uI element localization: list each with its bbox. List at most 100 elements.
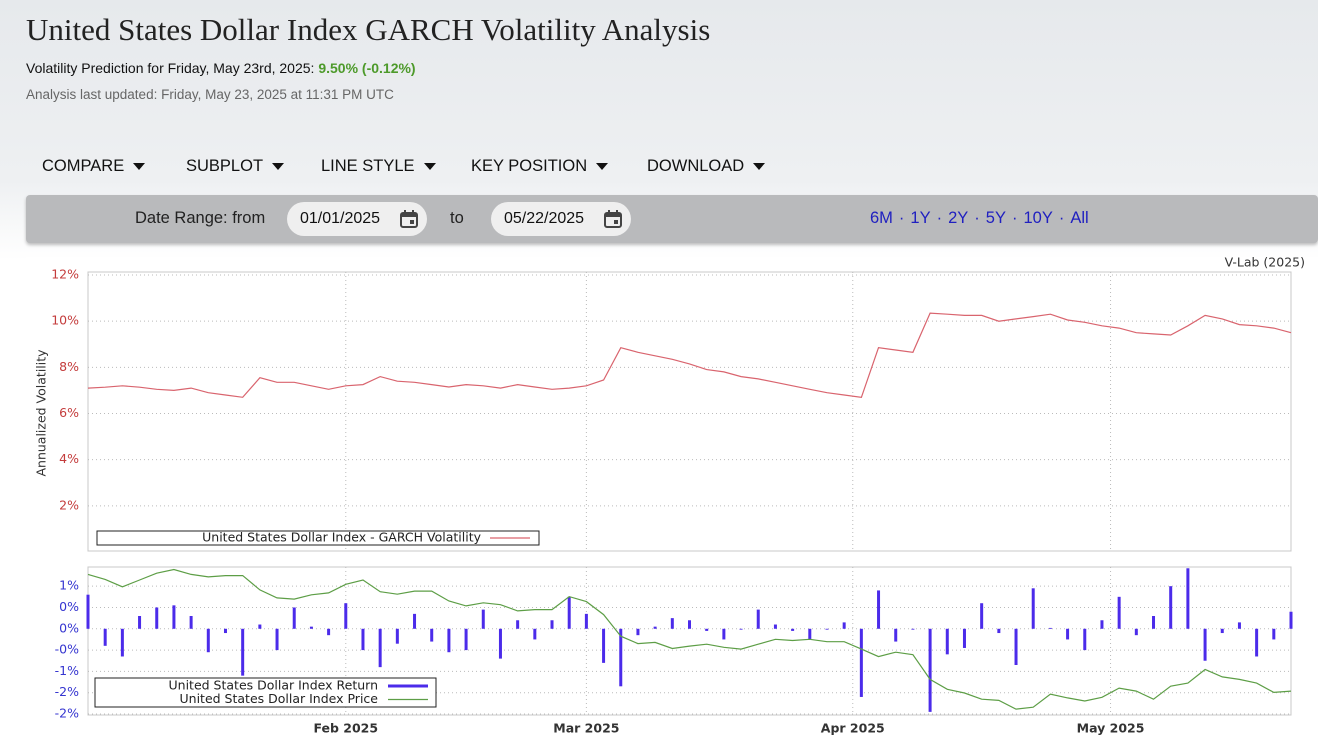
range-preset[interactable]: 1Y <box>910 209 931 227</box>
y-tick-label: 0% <box>59 599 79 614</box>
menu-label: LINE STYLE <box>321 157 415 175</box>
bar <box>962 628 966 648</box>
bar <box>206 628 210 653</box>
bar <box>602 628 606 663</box>
legend-label: United States Dollar Index Price <box>180 691 379 706</box>
range-preset[interactable]: All <box>1070 209 1089 227</box>
bar <box>1134 628 1138 636</box>
bar <box>447 628 451 653</box>
bar <box>653 626 657 629</box>
bar <box>1186 568 1190 629</box>
bar <box>1048 627 1052 629</box>
date-range-bar <box>26 195 1318 243</box>
y-tick-label: -2% <box>55 684 79 699</box>
bar <box>155 607 159 629</box>
plot-frame <box>87 271 1292 552</box>
bar <box>498 628 502 659</box>
bar <box>1117 596 1121 629</box>
bar <box>808 628 812 640</box>
y-tick-label: 6% <box>59 405 79 420</box>
menu-compare[interactable]: COMPARE <box>42 157 146 176</box>
bar <box>619 628 623 687</box>
bar <box>894 628 898 642</box>
bar <box>344 603 348 629</box>
menu-label: SUBPLOT <box>186 157 264 175</box>
prediction: Volatility Prediction for Friday, May 23… <box>26 60 416 76</box>
menu-line-style[interactable]: LINE STYLE <box>321 157 436 176</box>
legend-box <box>96 530 540 546</box>
date-from: 01/01/2025 <box>300 210 381 227</box>
bar <box>481 609 485 629</box>
range-preset[interactable]: 6M <box>870 209 893 227</box>
updated-note: Analysis last updated: Friday, May 23, 2… <box>26 87 394 102</box>
bar <box>103 628 107 646</box>
bar <box>327 628 331 636</box>
page-title: United States Dollar Index GARCH Volatil… <box>26 12 711 47</box>
range-preset[interactable]: 5Y <box>985 209 1006 227</box>
bar <box>1237 622 1241 629</box>
bar <box>258 624 262 629</box>
bar <box>997 628 1001 634</box>
bar <box>86 594 90 629</box>
bar <box>688 620 691 629</box>
bar <box>636 628 640 636</box>
bar <box>928 628 932 712</box>
bar <box>1100 620 1104 629</box>
menu-download[interactable]: DOWNLOAD <box>647 157 766 176</box>
bar <box>584 613 588 629</box>
bar <box>550 620 554 629</box>
bar <box>309 626 313 629</box>
bar <box>138 616 142 629</box>
bar <box>292 607 296 629</box>
caret <box>272 163 285 170</box>
y-tick-label: -2% <box>55 706 79 721</box>
range-preset[interactable]: 10Y <box>1023 209 1053 227</box>
separator: · <box>936 209 943 227</box>
range-preset[interactable]: 2Y <box>948 209 969 227</box>
bar <box>275 628 279 651</box>
menu-label: DOWNLOAD <box>647 157 745 175</box>
calendar-icon <box>604 210 622 228</box>
series-line <box>87 568 1292 710</box>
menu-subplot[interactable]: SUBPLOT <box>186 157 285 176</box>
date-to-input[interactable]: 05/22/2025 <box>491 202 631 236</box>
caret <box>753 163 766 170</box>
bar <box>842 622 846 629</box>
bar <box>1255 628 1259 657</box>
range-presets: 6M · 1Y · 2Y · 5Y · 10Y · All <box>870 209 1089 228</box>
bar <box>1066 628 1070 640</box>
bar <box>1272 628 1276 640</box>
caret <box>423 163 436 170</box>
date-from-input[interactable]: 01/01/2025 <box>287 202 427 236</box>
bar <box>516 620 520 629</box>
bar <box>1031 588 1035 629</box>
y-tick-label: 2% <box>59 497 79 512</box>
bar <box>945 628 949 655</box>
y-tick-label: -0% <box>55 642 79 657</box>
bar <box>413 613 417 629</box>
bar <box>670 618 674 629</box>
bar <box>533 628 537 640</box>
bar <box>1220 628 1224 634</box>
y-tick-label: 10% <box>51 313 79 328</box>
bar <box>241 628 245 676</box>
menu-label: COMPARE <box>42 157 125 175</box>
bar <box>1014 628 1018 665</box>
bar <box>705 628 709 631</box>
menu-key-position[interactable]: KEY POSITION <box>471 157 609 176</box>
bar <box>378 628 382 668</box>
separator: · <box>898 209 905 227</box>
bar <box>223 628 227 634</box>
bar <box>911 628 915 630</box>
x-tick-label: Apr 2025 <box>821 721 885 736</box>
bar <box>773 624 777 629</box>
date-range-label: Date Range: from <box>135 209 266 227</box>
date-to-label: to <box>450 209 464 227</box>
bar <box>722 628 726 640</box>
plot-frame <box>87 566 1292 716</box>
bar <box>1203 628 1207 661</box>
bar <box>172 605 176 629</box>
bar <box>1169 586 1173 629</box>
